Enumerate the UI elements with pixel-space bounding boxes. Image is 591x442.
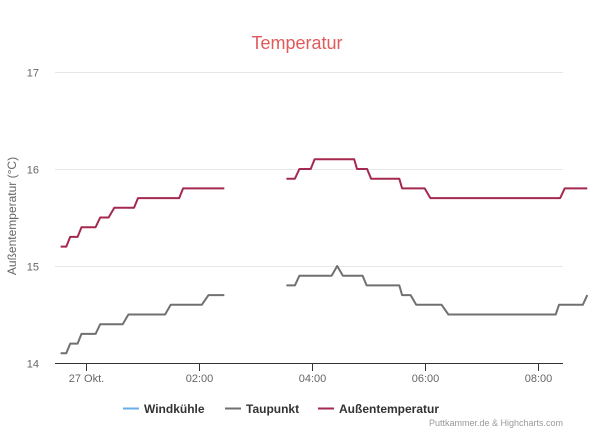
legend-item[interactable]: Außentemperatur	[318, 402, 439, 416]
y-axis-title: Außentemperatur (°C)	[5, 157, 19, 275]
x-tick-label: 02:00	[186, 373, 214, 385]
y-tick-label: 16	[27, 165, 39, 177]
legend-label: Außentemperatur	[339, 402, 439, 416]
y-tick-label: 15	[27, 262, 39, 274]
series-line[interactable]	[286, 158, 588, 200]
x-tick-label: 27 Okt.	[69, 373, 104, 385]
x-axis-ticks: 27 Okt. 02:00 04:00 06:00 08:00	[69, 363, 553, 385]
y-tick-label: 17	[27, 68, 39, 80]
series-line[interactable]	[286, 265, 589, 316]
x-tick-label: 08:00	[525, 373, 553, 385]
credits-link[interactable]: Puttkammer.de & Highcharts.com	[429, 418, 563, 428]
x-tick-label: 06:00	[412, 373, 440, 385]
legend-label: Windkühle	[144, 402, 205, 416]
series-3	[60, 158, 588, 248]
series-2	[60, 265, 589, 355]
y-axis-ticks: 14 15 16 17	[27, 68, 39, 371]
legend: Windkühle Taupunkt Außentemperatur	[123, 402, 439, 416]
series-line[interactable]	[60, 294, 225, 355]
legend-item[interactable]: Windkühle	[123, 402, 205, 416]
legend-label: Taupunkt	[246, 402, 299, 416]
y-tick-label: 14	[27, 359, 39, 371]
chart-title: Temperatur	[251, 33, 342, 53]
legend-item[interactable]: Taupunkt	[225, 402, 299, 416]
series-lines	[60, 158, 589, 355]
series-line[interactable]	[60, 187, 225, 248]
x-tick-label: 04:00	[299, 373, 327, 385]
